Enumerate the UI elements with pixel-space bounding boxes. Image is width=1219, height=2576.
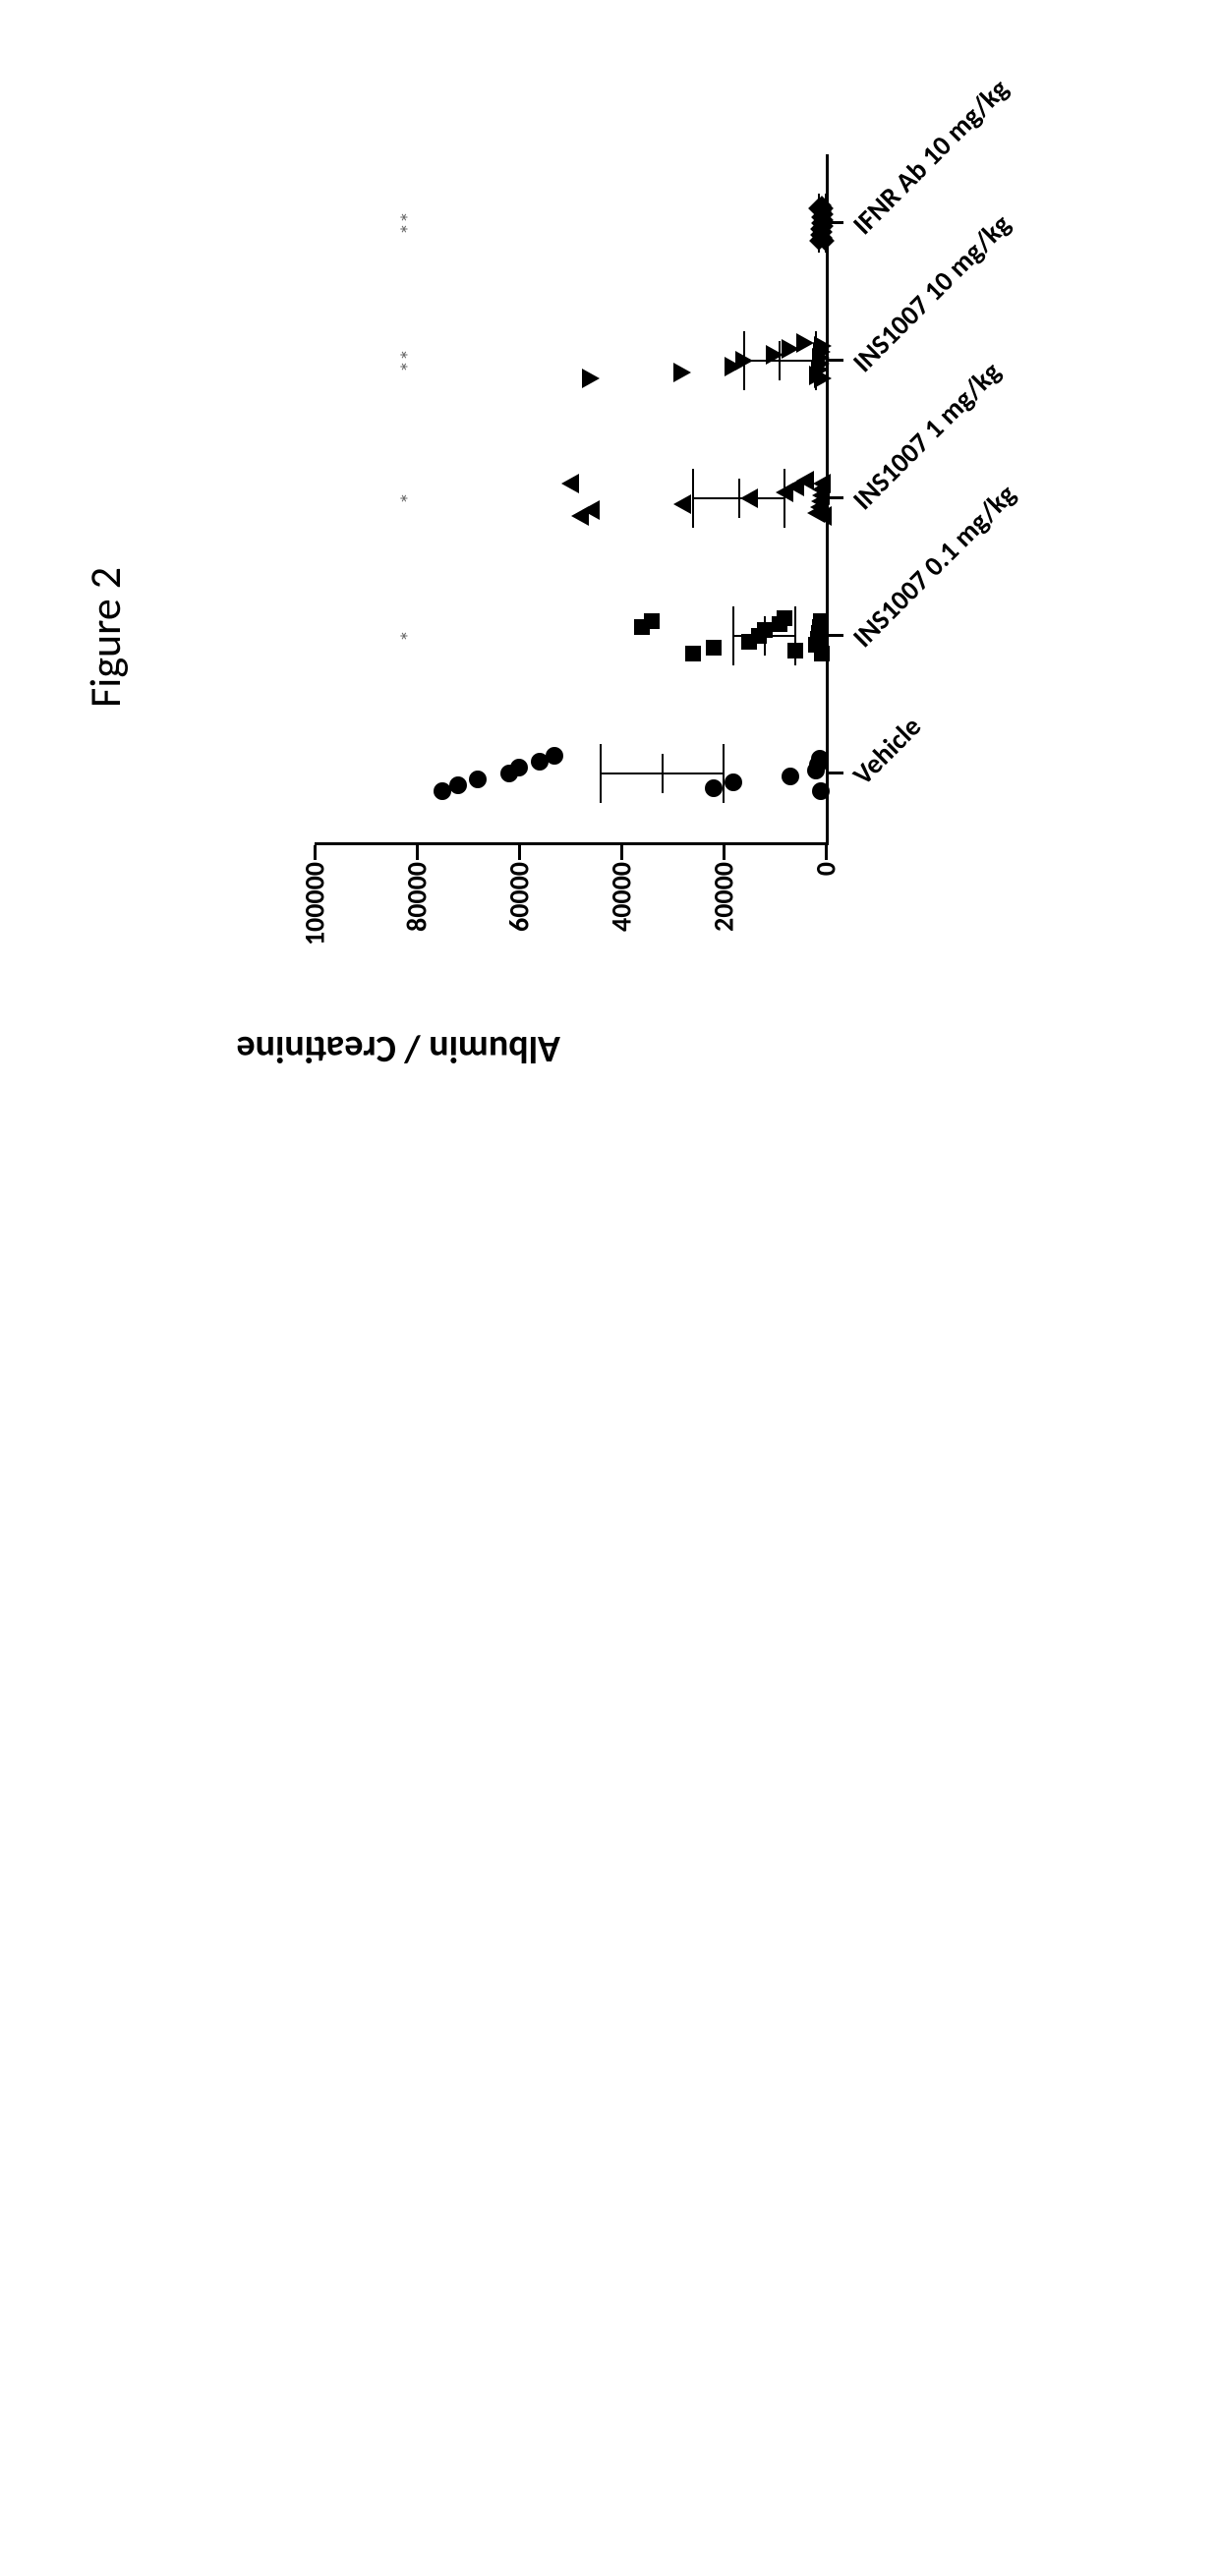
figure2-point [685, 646, 701, 661]
page-rotated: Figure 2 Figure 3 Albumin / Creatinine 0… [0, 0, 1219, 1219]
figure2-point [782, 768, 799, 785]
figure2-ytick [723, 845, 726, 860]
figure2-ytick-label: 80000 [400, 862, 435, 980]
figure2-error-cap [600, 744, 602, 803]
figure2-significance: * [395, 630, 424, 642]
figure2-error-cap [692, 469, 694, 528]
figure2-ytick-label: 40000 [605, 862, 639, 980]
figure2-ytick [416, 845, 419, 860]
figure2-ytick [314, 845, 317, 860]
figure2-ytick-label: 60000 [502, 862, 537, 980]
figure2-point [772, 616, 787, 632]
figure2-ytick-label: 20000 [707, 862, 741, 980]
figure2-point [705, 779, 723, 797]
figure2-point [634, 619, 650, 635]
figure2-point [808, 637, 824, 653]
figure2-point [546, 747, 563, 765]
figure2-point [469, 771, 487, 788]
figure2-point [740, 488, 758, 508]
figure2-point [673, 494, 691, 514]
figure2-point [500, 765, 518, 782]
figure2-point [807, 503, 825, 523]
figure2-point [741, 634, 757, 650]
figure2-point [766, 345, 784, 365]
figure2-ytick [825, 845, 828, 860]
figure2-title: Figure 2 [79, 567, 132, 708]
figure2-point [571, 506, 589, 526]
figure2-significance: * [395, 492, 424, 504]
figure2-point [434, 782, 451, 800]
figure2-point [787, 643, 803, 658]
figure2-point [561, 474, 579, 493]
figure2-significance: ** [395, 211, 424, 235]
figure2-ytick [620, 845, 623, 860]
figure2-point [812, 782, 830, 800]
figure2-point [807, 762, 825, 779]
figure2-point [796, 333, 814, 353]
figure2-point [725, 773, 742, 791]
figure2-error-cap [732, 606, 734, 665]
figure2-point [449, 776, 467, 794]
figure2-ylabel: Albumin / Creatinine [236, 1026, 560, 1071]
figure2-ytick-label: 100000 [298, 862, 332, 980]
figure2-point [531, 753, 549, 771]
figure2-error-cap [723, 744, 725, 803]
figure2-point [776, 483, 793, 502]
figure2-ytick [518, 845, 521, 860]
figure2-point [582, 369, 600, 388]
figure2-point [725, 357, 742, 376]
landscape-canvas: Figure 2 Figure 3 Albumin / Creatinine 0… [0, 0, 1219, 1219]
figure2-xtick [829, 634, 843, 637]
figure2-point [809, 366, 827, 385]
figure2-significance: ** [395, 349, 424, 372]
figure2-plot-area: 020000400006000080000100000VehicleINS100… [315, 154, 829, 845]
figure2-xtick [829, 772, 843, 774]
figure2-xtick-label: Vehicle [845, 710, 928, 792]
figure2-mean-line [662, 754, 664, 793]
figure2-point [706, 640, 722, 656]
figure2: Albumin / Creatinine 0200004000060000800… [197, 69, 1081, 1101]
figure2-point [782, 339, 799, 359]
figure2-point [673, 363, 691, 382]
figure2-xtick [829, 496, 843, 499]
figure2-ytick-label: 0 [809, 862, 843, 980]
